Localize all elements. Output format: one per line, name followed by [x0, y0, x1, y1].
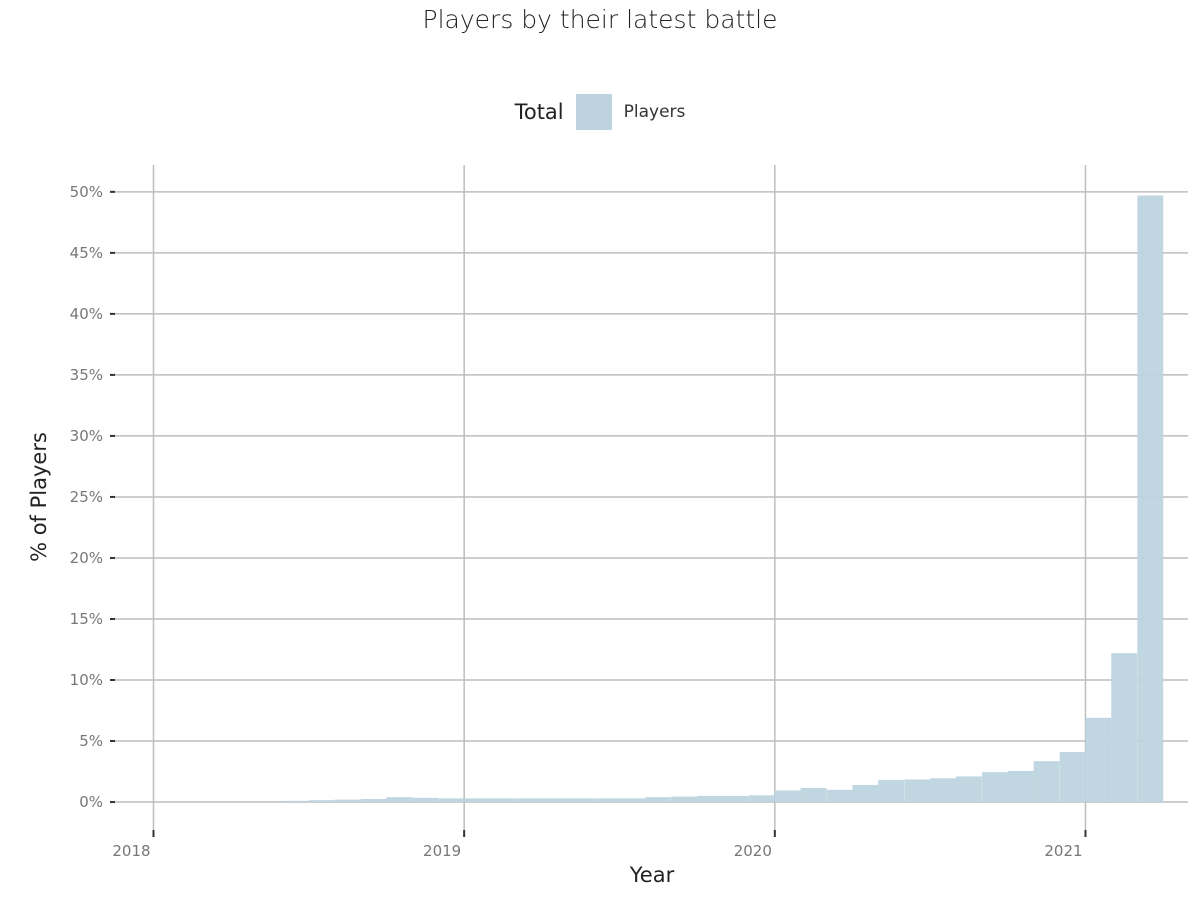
histogram-bar	[852, 785, 878, 802]
axis-layer: 0% 5% 10% 15% 20% 25% 30% 35% 40% 45% 50% 2018 2019 2…	[70, 183, 1086, 860]
y-tick-label: 40%	[70, 305, 103, 323]
histogram-bar	[1085, 718, 1111, 802]
histogram-bar	[438, 798, 464, 802]
histogram-bar	[464, 798, 490, 802]
histogram-bar	[749, 795, 775, 802]
y-tick-label: 20%	[70, 549, 103, 567]
histogram-bar	[542, 798, 568, 802]
y-tick-label: 10%	[70, 671, 103, 689]
histogram-bar	[594, 798, 620, 802]
histogram-bar	[386, 797, 412, 802]
histogram-bar	[516, 798, 542, 802]
y-axis-title: % of Players	[27, 432, 51, 562]
x-tick-label: 2021	[1044, 842, 1082, 860]
histogram-bar	[490, 798, 516, 802]
y-tick-label: 25%	[70, 488, 103, 506]
histogram-bar	[671, 797, 697, 802]
histogram-bar	[1137, 196, 1163, 803]
y-tick-label: 0%	[79, 793, 103, 811]
x-tick-label: 2020	[734, 842, 772, 860]
y-tick-label: 35%	[70, 366, 103, 384]
y-tick-label: 15%	[70, 610, 103, 628]
histogram-bar	[1008, 771, 1034, 802]
y-tick-label: 5%	[79, 732, 103, 750]
histogram-bar	[775, 790, 801, 802]
histogram-bar	[904, 779, 930, 802]
histogram-bar	[1034, 761, 1060, 802]
histogram-bar	[878, 780, 904, 802]
histogram-bar	[697, 796, 723, 802]
histogram-bar	[619, 798, 645, 802]
histogram-bar	[335, 800, 361, 802]
histogram-bar	[361, 799, 387, 802]
histogram-bar	[1060, 752, 1086, 802]
grid-layer	[110, 165, 1188, 835]
x-tick-label: 2019	[423, 842, 461, 860]
histogram-bar	[1111, 653, 1137, 802]
histogram-bar	[801, 788, 827, 802]
histogram-bar	[930, 778, 956, 802]
histogram-bar	[283, 801, 309, 802]
histogram-bar	[956, 776, 982, 802]
x-tick-label: 2018	[112, 842, 150, 860]
histogram-bar	[645, 797, 671, 802]
histogram-bar	[723, 796, 749, 802]
y-tick-label: 50%	[70, 183, 103, 201]
histogram-bar	[827, 790, 853, 802]
bars-layer	[283, 196, 1163, 803]
x-axis-title: Year	[629, 863, 675, 887]
y-tick-label: 45%	[70, 244, 103, 262]
histogram-bar	[568, 798, 594, 802]
y-tick-label: 30%	[70, 427, 103, 445]
histogram-bar	[982, 772, 1008, 802]
histogram-bar	[309, 800, 335, 802]
histogram-bar	[412, 798, 438, 802]
